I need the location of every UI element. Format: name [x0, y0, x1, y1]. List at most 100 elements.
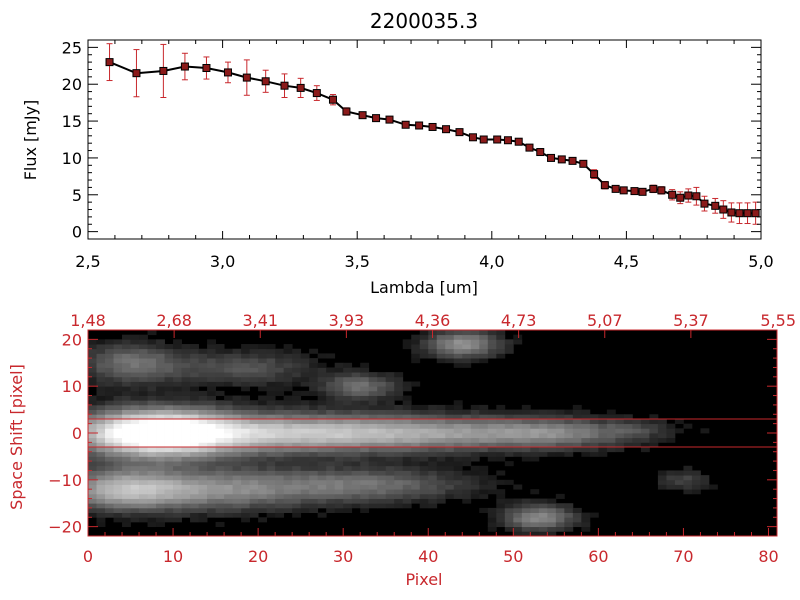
y-tick-label: 5: [72, 186, 82, 205]
data-point: [735, 209, 744, 218]
x-tick-label: 3,0: [210, 252, 235, 271]
y-tick-label: 20: [62, 75, 82, 94]
top-tick-label: 3,93: [329, 311, 365, 330]
image-x-ticks: 0 10 20 30 40 50 60 70 80: [83, 528, 779, 566]
x-tick-label: 20: [248, 547, 268, 566]
x-tick-label: 10: [163, 547, 183, 566]
image-y-ticks: −20 −10 0 10 20: [48, 330, 777, 537]
data-point: [261, 77, 270, 86]
y-tick-label: −10: [48, 471, 82, 490]
data-point: [649, 184, 658, 193]
spectrum-y-ticks: 0 5 10 15 20 25: [62, 38, 761, 242]
image-top-wavelength-ticks: 1,48 2,68 3,41 3,93 4,36 4,73 5,07 5,37 5,55: [70, 311, 796, 338]
x-tick-label: 0: [83, 547, 93, 566]
data-point: [468, 133, 477, 142]
data-point: [242, 73, 251, 82]
top-tick-label: 3,41: [242, 311, 278, 330]
data-point: [312, 89, 321, 98]
data-point: [668, 190, 677, 199]
data-point: [132, 69, 141, 78]
data-point: [700, 199, 709, 208]
y-tick-label: −20: [48, 518, 82, 537]
data-point: [159, 66, 168, 75]
data-point: [630, 187, 639, 196]
data-point: [372, 114, 381, 123]
data-point: [358, 111, 367, 120]
spectrum-plot: 2200035.3 2,5 3,0 3,5 4,0 4,5 5,0 0510152025 …: [21, 9, 774, 297]
image-y-label: Space Shift [pixel]: [7, 364, 26, 510]
top-tick-label: 1,48: [70, 311, 106, 330]
data-point: [342, 107, 351, 116]
spectral-image-panel: 0 10 20 30 40 50 60 70 80 −20 −10 0 10 20 1,48 2,68 3,…: [7, 311, 796, 589]
y-tick-label: 0: [72, 424, 82, 443]
x-tick-label: 70: [673, 547, 693, 566]
data-point: [493, 135, 502, 144]
y-tick-label: 10: [62, 377, 82, 396]
y-tick-label: 20: [62, 330, 82, 349]
y-tick-label: 25: [62, 38, 82, 57]
data-point: [590, 170, 599, 179]
data-point: [415, 121, 424, 130]
y-tick-label: 0: [72, 223, 82, 242]
x-tick-label: 50: [503, 547, 523, 566]
x-tick-label: 80: [758, 547, 778, 566]
data-point: [676, 193, 685, 202]
x-tick-label: 5,0: [748, 252, 773, 271]
x-tick-label: 60: [588, 547, 608, 566]
top-tick-label: 4,36: [415, 311, 451, 330]
spectrum-y-label: Flux [mJy]: [21, 100, 40, 181]
data-point: [611, 184, 620, 193]
x-tick-label: 2,5: [75, 252, 100, 271]
spectrum-x-label: Lambda [um]: [370, 278, 478, 297]
data-point: [401, 120, 410, 129]
spectrum-title: 2200035.3: [370, 9, 478, 33]
data-point: [568, 156, 577, 165]
data-point: [751, 209, 760, 218]
data-point: [180, 62, 189, 71]
data-point: [202, 64, 211, 73]
data-point: [600, 181, 609, 190]
data-point: [536, 148, 545, 157]
x-tick-label: 40: [418, 547, 438, 566]
data-point: [547, 153, 556, 162]
data-point: [105, 58, 114, 67]
data-point: [280, 81, 289, 90]
x-tick-label: 3,5: [344, 252, 369, 271]
data-point: [442, 125, 451, 134]
data-point: [479, 135, 488, 144]
data-point: [557, 155, 566, 164]
top-tick-label: 4,73: [501, 311, 537, 330]
data-point: [503, 136, 512, 145]
data-point: [727, 208, 736, 217]
y-tick-label: 15: [62, 112, 82, 131]
data-point: [657, 186, 666, 195]
data-point: [223, 68, 232, 77]
data-point: [638, 187, 647, 196]
top-tick-label: 2,68: [156, 311, 192, 330]
data-point: [711, 201, 720, 210]
data-point: [684, 191, 693, 200]
spectrum-x-ticks: 2,5 3,0 3,5 4,0 4,5 5,0: [75, 40, 774, 271]
image-x-label: Pixel: [405, 570, 442, 589]
data-point: [455, 128, 464, 137]
spectrum-markers: [105, 58, 760, 218]
data-point: [579, 159, 588, 168]
data-point: [328, 95, 337, 104]
data-point: [743, 209, 752, 218]
top-tick-label: 5,55: [760, 311, 796, 330]
spectrum-axes-frame: [87, 39, 762, 240]
data-point: [719, 205, 728, 214]
y-tick-label: 10: [62, 149, 82, 168]
data-point: [619, 186, 628, 195]
x-tick-label: 4,0: [479, 252, 504, 271]
top-tick-label: 5,37: [673, 311, 709, 330]
data-point: [692, 192, 701, 201]
data-point: [296, 83, 305, 92]
data-point: [514, 137, 523, 146]
data-point: [428, 122, 437, 131]
x-tick-label: 4,5: [614, 252, 639, 271]
x-tick-label: 30: [333, 547, 353, 566]
data-point: [525, 143, 534, 152]
spectral-image: [88, 330, 777, 537]
